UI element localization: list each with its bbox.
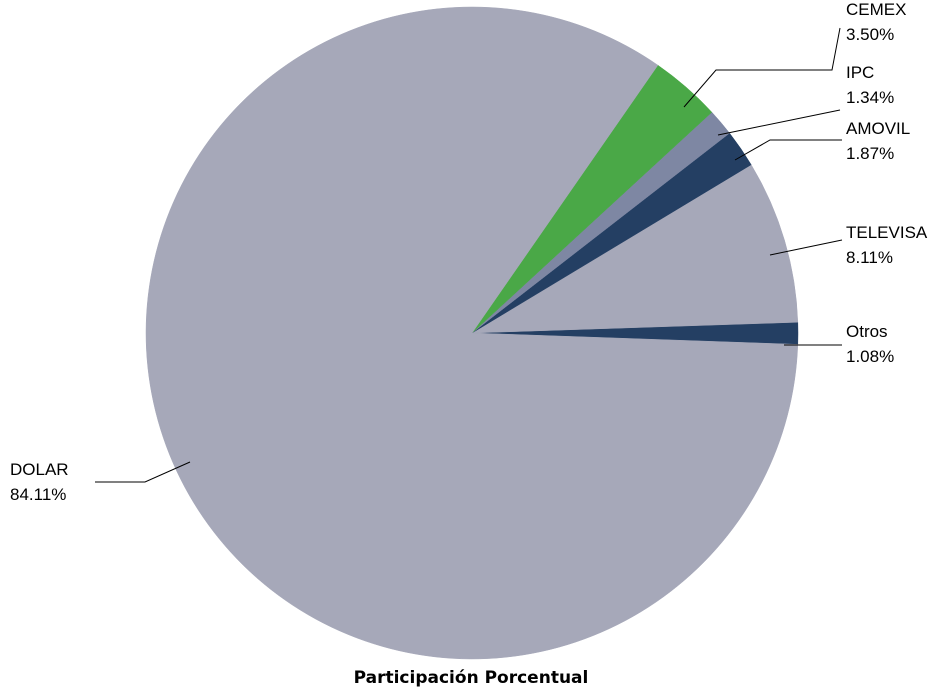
slice-labels: CEMEX 3.50% IPC 1.34% AMOVIL 1.87% TELEVISA 8.1…: [10, 0, 928, 504]
pie-slices: [145, 6, 799, 660]
slice-value-otros: 1.08%: [846, 347, 894, 366]
slice-label-otros: Otros: [846, 322, 888, 341]
slice-label-amovil: AMOVIL: [846, 119, 910, 138]
pie-slice-televisa: [471, 164, 799, 334]
slice-value-amovil: 1.87%: [846, 144, 894, 163]
slice-value-ipc: 1.34%: [846, 88, 894, 107]
slice-value-dolar: 84.11%: [10, 485, 66, 504]
chart-title: Participación Porcentual: [354, 668, 589, 688]
slice-value-televisa: 8.11%: [846, 248, 893, 267]
pie-slice-dolar: [145, 6, 799, 660]
leader-line-televisa: [769, 239, 843, 256]
slice-value-cemex: 3.50%: [846, 25, 894, 44]
slice-label-dolar: DOLAR: [10, 460, 69, 479]
slice-label-cemex: CEMEX: [846, 0, 906, 19]
leader-line-dolar: [95, 461, 191, 483]
leader-line-ipc: [717, 109, 841, 136]
leader-line-cemex: [683, 27, 841, 108]
slice-label-televisa: TELEVISA: [846, 223, 928, 242]
slice-label-ipc: IPC: [846, 63, 874, 82]
leader-lines: [95, 27, 843, 483]
leader-line-amovil: [734, 139, 842, 161]
